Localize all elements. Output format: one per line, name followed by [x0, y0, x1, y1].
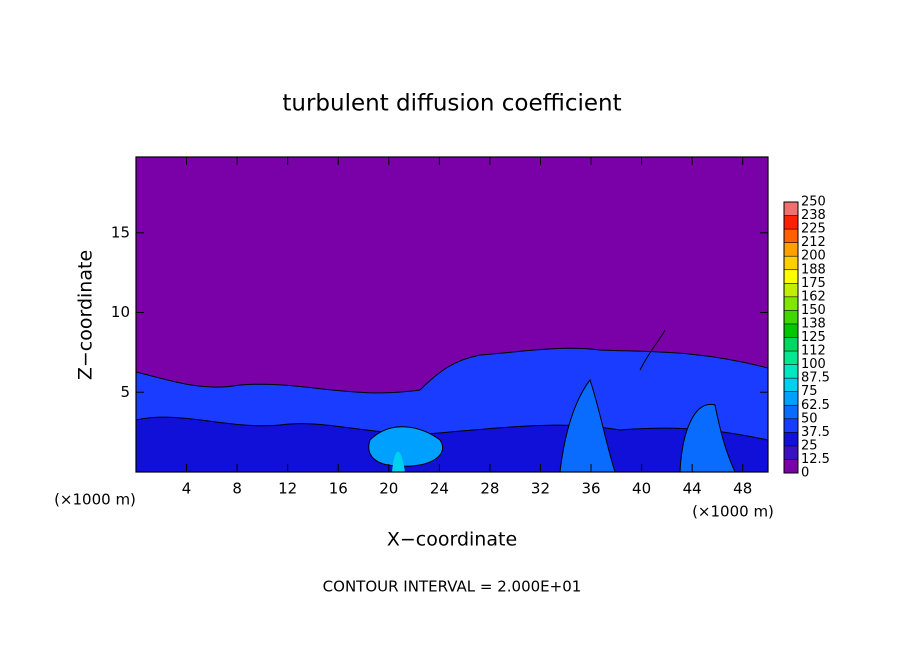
colorbar-band	[784, 202, 798, 216]
colorbar-band	[784, 391, 798, 406]
colorbar-band	[784, 323, 798, 338]
colorbar-label: 212	[801, 235, 826, 250]
x-tick-label: 32	[531, 480, 550, 498]
colorbar-band	[784, 269, 798, 284]
x-tick-label: 12	[278, 480, 297, 498]
colorbar-band	[784, 256, 798, 270]
colorbar-label: 175	[801, 276, 826, 291]
colorbar-band	[784, 364, 798, 379]
colorbar-band	[784, 242, 798, 257]
y-axis-label: Z−coordinate	[75, 250, 97, 380]
x-tick-label: 8	[232, 480, 242, 498]
colorbar-label: 162	[801, 289, 826, 304]
colorbar-label: 250	[801, 195, 826, 210]
y-tick-label: 10	[111, 303, 130, 321]
x-tick-label: 28	[480, 480, 499, 498]
colorbar-band	[784, 215, 798, 230]
field-features	[135, 329, 769, 473]
colorbar-label: 238	[801, 208, 826, 223]
colorbar-label: 62.5	[801, 398, 830, 413]
x-axis-label: X−coordinate	[387, 529, 517, 551]
x-tick-label: 4	[182, 480, 192, 498]
colorbar-label: 12.5	[801, 452, 830, 467]
colorbar-band	[784, 445, 798, 460]
footer: CONTOUR INTERVAL = 2.000E+01	[323, 578, 582, 596]
colorbar-band	[784, 378, 798, 392]
x-tick-label: 36	[581, 480, 600, 498]
colorbar-label: 75	[801, 384, 818, 399]
chart-title: turbulent diffusion coefficient	[282, 91, 621, 117]
colorbar-label: 138	[801, 316, 826, 331]
x-unit: (×1000 m)	[692, 503, 774, 521]
y-unit: (×1000 m)	[54, 491, 136, 509]
colorbar-label: 0	[801, 466, 809, 481]
colorbar-label: 25	[801, 438, 818, 453]
colorbar-label: 100	[801, 357, 826, 372]
x-tick-label: 16	[329, 480, 348, 498]
colorbar-band	[784, 310, 798, 324]
colorbar-band	[784, 351, 798, 365]
colorbar-band	[784, 418, 798, 433]
x-tick-label: 48	[733, 480, 752, 498]
colorbar-band	[784, 337, 798, 352]
colorbar-label: 87.5	[801, 371, 830, 386]
colorbar-label: 225	[801, 222, 826, 237]
colorbar-band	[784, 283, 798, 297]
colorbar-label: 188	[801, 262, 826, 277]
colorbar-label: 150	[801, 303, 826, 318]
colorbar-band	[784, 459, 798, 473]
plot-frame	[135, 156, 769, 473]
colorbar: 012.52537.55062.57587.510011212513815016…	[783, 195, 830, 481]
x-tick-label: 40	[632, 480, 651, 498]
colorbar-band	[784, 432, 798, 446]
y-tick-label: 5	[120, 383, 130, 401]
x-tick-label: 44	[683, 480, 702, 498]
colorbar-band	[784, 229, 798, 243]
colorbar-label: 125	[801, 330, 826, 345]
x-tick-label: 20	[379, 480, 398, 498]
x-tick-label: 24	[430, 480, 449, 498]
colorbar-label: 37.5	[801, 425, 830, 440]
y-tick-label: 15	[111, 223, 130, 241]
colorbar-label: 112	[801, 344, 826, 359]
colorbar-band	[784, 405, 798, 419]
colorbar-label: 50	[801, 411, 818, 426]
colorbar-label: 200	[801, 249, 826, 264]
colorbar-band	[784, 296, 798, 311]
